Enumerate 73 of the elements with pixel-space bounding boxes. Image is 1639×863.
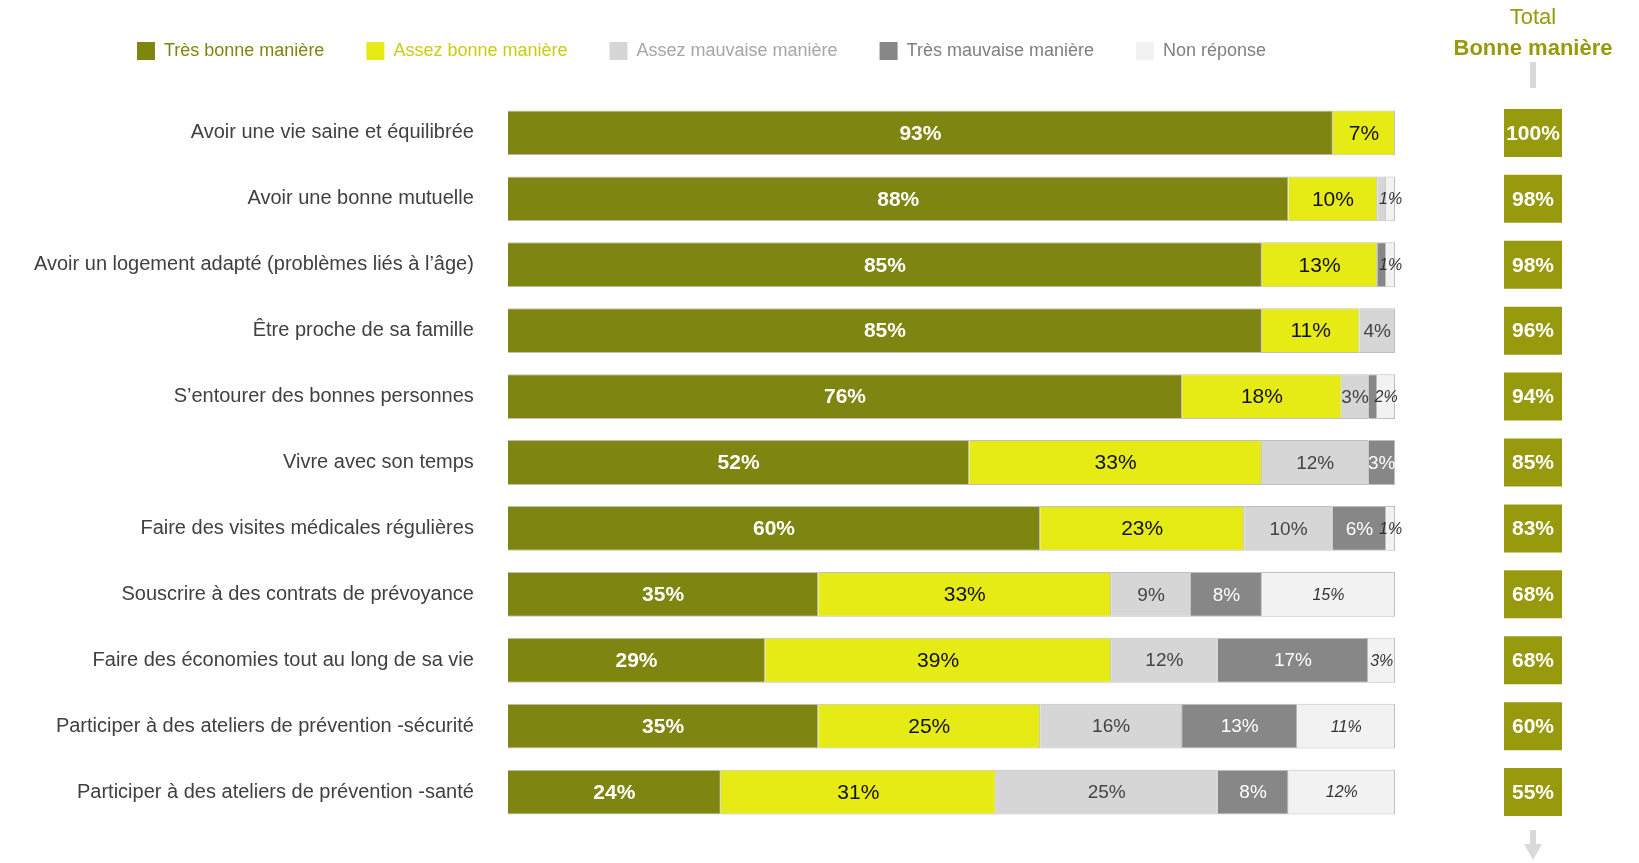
data-label: 3% bbox=[1370, 651, 1394, 669]
data-label: 12% bbox=[1145, 649, 1184, 671]
data-label: 3% bbox=[1367, 451, 1396, 473]
text: 98% bbox=[1511, 252, 1555, 276]
data-label: 13% bbox=[1298, 252, 1341, 276]
data-label: 12% bbox=[1296, 451, 1335, 473]
legend-label: Non réponse bbox=[1162, 39, 1267, 60]
data-label: 25% bbox=[1087, 781, 1126, 803]
data-label: 8% bbox=[1239, 781, 1267, 803]
data-label: 9% bbox=[1137, 583, 1165, 605]
data-label: 25% bbox=[908, 713, 951, 737]
data-label: 39% bbox=[917, 648, 960, 672]
data-label: 1% bbox=[1379, 190, 1403, 208]
y-tick-label: Participer à des ateliers de prévention -santé bbox=[76, 779, 474, 802]
data-label: 52% bbox=[717, 450, 760, 474]
text: 85% bbox=[1511, 450, 1555, 474]
y-tick-label: Faire des économies tout au long de sa vie bbox=[92, 647, 474, 670]
data-label: 6% bbox=[1345, 517, 1374, 539]
data-label: 76% bbox=[823, 384, 867, 408]
data-label: 18% bbox=[1240, 384, 1283, 408]
data-label: 85% bbox=[863, 318, 907, 342]
y-tick-label: Avoir une vie saine et équilibrée bbox=[190, 120, 474, 143]
data-label: 13% bbox=[1220, 715, 1259, 737]
y-tick-label: Avoir un logement adapté (problèmes liés à l’âge) bbox=[33, 252, 474, 275]
data-label: 1% bbox=[1379, 256, 1403, 274]
y-tick-label: Avoir une bonne mutuelle bbox=[247, 186, 474, 209]
text: 100% bbox=[1506, 120, 1561, 144]
text: 83% bbox=[1511, 516, 1555, 540]
data-label: 17% bbox=[1273, 649, 1313, 671]
text: 55% bbox=[1511, 779, 1555, 803]
data-label: 60% bbox=[753, 516, 796, 540]
data-label: 15% bbox=[1312, 585, 1345, 603]
data-label: 24% bbox=[593, 779, 636, 803]
text: 98% bbox=[1511, 186, 1555, 210]
text: 68% bbox=[1511, 648, 1555, 672]
data-label: 16% bbox=[1092, 715, 1131, 737]
y-tick-label: Souscrire à des contrats de prévoyance bbox=[121, 581, 474, 604]
data-label: 35% bbox=[642, 582, 685, 606]
y-tick-label: Participer à des ateliers de prévention -sécurité bbox=[55, 713, 474, 736]
y-tick-label: Être proche de sa famille bbox=[252, 318, 474, 341]
data-label: 11% bbox=[1330, 717, 1362, 735]
y-tick-label: Faire des visites médicales régulières bbox=[140, 515, 474, 538]
data-label: 88% bbox=[877, 186, 920, 210]
data-label: 33% bbox=[943, 582, 986, 606]
y-tick-label: Vivre avec son temps bbox=[283, 450, 474, 473]
y-tick-label: S’entourer des bonnes personnes bbox=[173, 384, 474, 407]
text: 60% bbox=[1511, 713, 1555, 737]
data-label: 10% bbox=[1269, 517, 1308, 539]
legend-label: Assez mauvaise manière bbox=[636, 39, 838, 60]
legend-label: Très mauvaise manière bbox=[906, 39, 1094, 60]
text: 68% bbox=[1511, 582, 1555, 606]
data-label: 93% bbox=[899, 120, 942, 144]
data-label: 7% bbox=[1348, 120, 1380, 144]
legend-label: Assez bonne manière bbox=[393, 39, 568, 60]
data-label: 11% bbox=[1290, 318, 1331, 342]
text: 96% bbox=[1511, 318, 1555, 342]
data-label: 35% bbox=[642, 713, 685, 737]
data-label: 8% bbox=[1212, 583, 1241, 605]
data-label: 29% bbox=[615, 648, 658, 672]
data-label: 12% bbox=[1325, 783, 1358, 801]
legend-label: Très bonne manière bbox=[163, 39, 325, 60]
data-label: 31% bbox=[837, 779, 880, 803]
data-label: 2% bbox=[1373, 388, 1398, 406]
data-label: 3% bbox=[1341, 385, 1369, 407]
data-label: 23% bbox=[1121, 516, 1164, 540]
data-label: 85% bbox=[863, 252, 907, 276]
text: Bonne manière bbox=[1453, 35, 1613, 61]
data-label: 1% bbox=[1379, 519, 1403, 537]
data-label: 4% bbox=[1363, 319, 1392, 341]
data-label: 33% bbox=[1094, 450, 1137, 474]
text: 94% bbox=[1511, 384, 1555, 408]
data-label: 10% bbox=[1311, 186, 1354, 210]
text: Total bbox=[1509, 4, 1557, 30]
